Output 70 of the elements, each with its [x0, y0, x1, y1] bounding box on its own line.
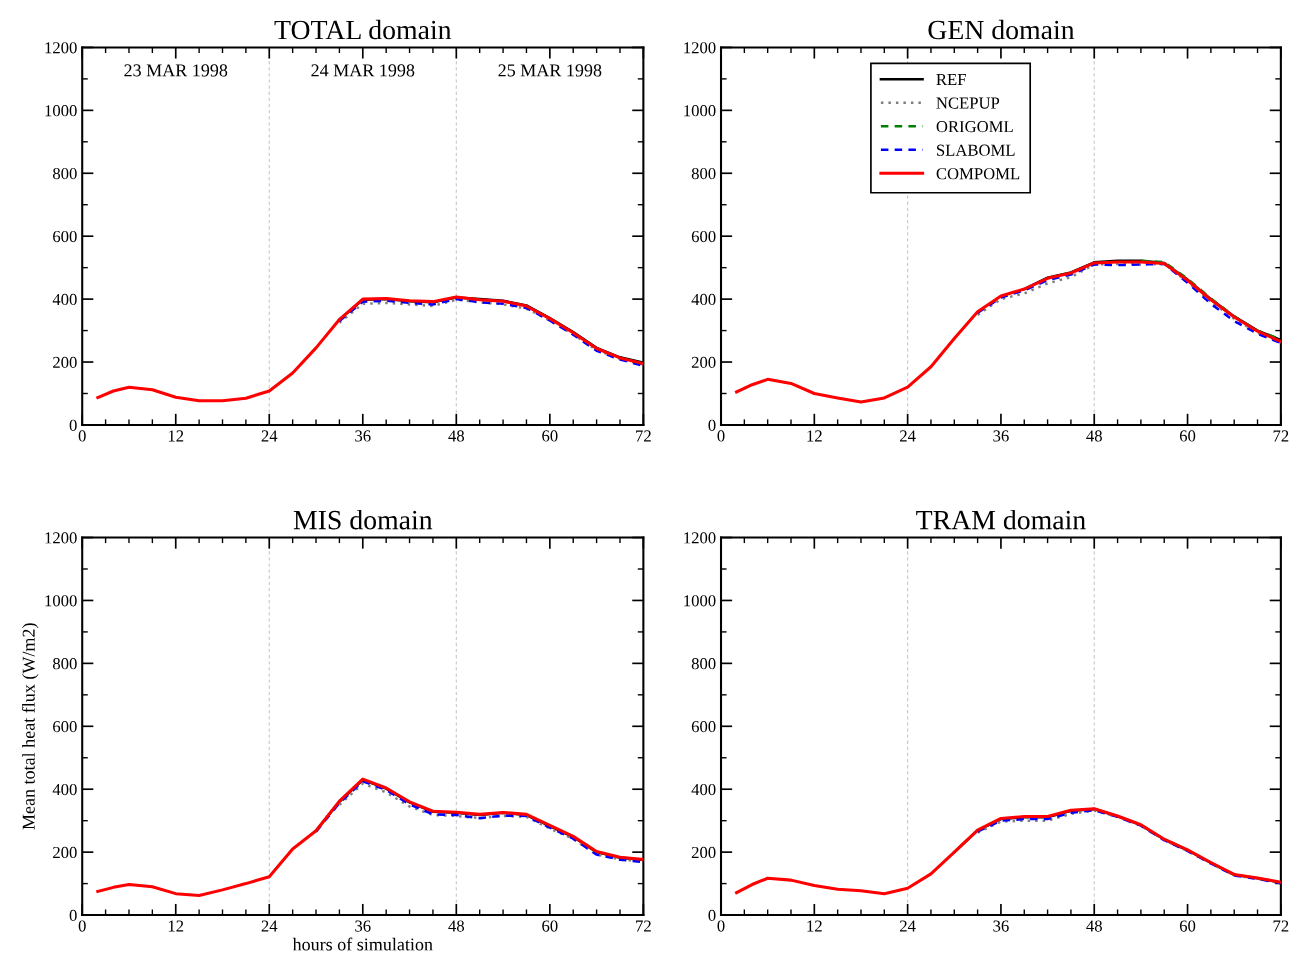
x-tick-label: 0	[78, 430, 86, 442]
y-tick-label: 200	[53, 356, 77, 368]
annotation: 25 MAR 1998	[498, 64, 602, 77]
x-tick-label: 12	[807, 430, 822, 442]
annotation: 23 MAR 1998	[124, 64, 228, 77]
legend-label: REF	[936, 74, 966, 85]
x-tick-label: 36	[993, 920, 1009, 932]
x-tick-label: 36	[355, 430, 371, 442]
y-tick-label: 200	[691, 356, 716, 368]
chart-title: GEN domain	[928, 19, 1075, 40]
x-tick-label: 36	[355, 920, 371, 932]
legend-label: NCEPUP	[936, 97, 1000, 109]
x-tick-label: 72	[636, 920, 651, 932]
chart-title: TRAM domain	[916, 509, 1086, 530]
y-tick-label: 1200	[684, 42, 716, 54]
y-tick-label: 0	[69, 909, 77, 921]
x-axis-title: hours of simulation	[292, 937, 433, 951]
y-tick-label: 200	[691, 846, 716, 859]
x-tick-label: 48	[448, 430, 465, 442]
x-tick-label: 0	[717, 920, 725, 932]
x-tick-label: 72	[1273, 430, 1289, 442]
x-tick-label: 24	[900, 920, 916, 932]
x-tick-label: 72	[1273, 920, 1289, 932]
y-tick-label: 1000	[684, 105, 716, 117]
x-tick-label: 0	[717, 430, 725, 442]
y-tick-label: 1200	[45, 532, 77, 544]
x-tick-label: 60	[542, 920, 558, 932]
y-tick-label: 800	[52, 167, 77, 180]
x-tick-label: 60	[542, 430, 558, 442]
x-tick-label: 24	[261, 430, 278, 442]
y-tick-label: 1200	[45, 42, 77, 54]
x-tick-label: 60	[1179, 920, 1196, 932]
annotation: 24 MAR 1998	[311, 64, 415, 77]
y-tick-label: 800	[691, 658, 716, 670]
x-tick-label: 48	[448, 920, 465, 932]
x-tick-label: 24	[900, 430, 916, 442]
chart-title: TOTAL domain	[274, 19, 452, 40]
x-tick-label: 36	[993, 430, 1009, 442]
x-tick-label: 0	[78, 920, 86, 932]
y-tick-label: 400	[691, 293, 716, 306]
x-tick-label: 12	[168, 920, 184, 932]
y-tick-label: 600	[691, 720, 716, 733]
y-tick-label: 1000	[684, 595, 716, 607]
y-tick-label: 800	[691, 167, 716, 180]
legend-label: COMPOML	[936, 168, 1020, 180]
chart-title: MIS domain	[293, 509, 433, 530]
y-tick-label: 600	[53, 230, 77, 243]
y-tick-label: 400	[52, 293, 77, 306]
x-tick-label: 12	[168, 430, 184, 442]
x-tick-label: 48	[1086, 430, 1102, 442]
y-tick-label: 1000	[45, 595, 77, 607]
x-tick-label: 48	[1086, 920, 1102, 932]
y-axis-title: Mean total heat flux (W/m2)	[21, 623, 39, 830]
x-tick-label: 72	[636, 430, 651, 442]
y-tick-label: 0	[69, 419, 77, 431]
y-tick-label: 400	[52, 783, 77, 796]
y-tick-label: 600	[53, 720, 77, 733]
legend-label: ORIGOML	[936, 121, 1013, 133]
legend-label: SLABOML	[937, 144, 1015, 156]
x-tick-label: 12	[807, 920, 822, 932]
y-tick-label: 0	[708, 419, 716, 431]
x-tick-label: 60	[1179, 430, 1196, 442]
y-tick-label: 1200	[684, 532, 716, 544]
y-tick-label: 1000	[45, 105, 77, 117]
y-tick-label: 0	[708, 909, 716, 921]
x-tick-label: 24	[261, 920, 278, 932]
y-tick-label: 200	[53, 846, 77, 859]
y-tick-label: 800	[52, 658, 77, 670]
y-tick-label: 400	[691, 783, 716, 796]
y-tick-label: 600	[691, 230, 716, 243]
